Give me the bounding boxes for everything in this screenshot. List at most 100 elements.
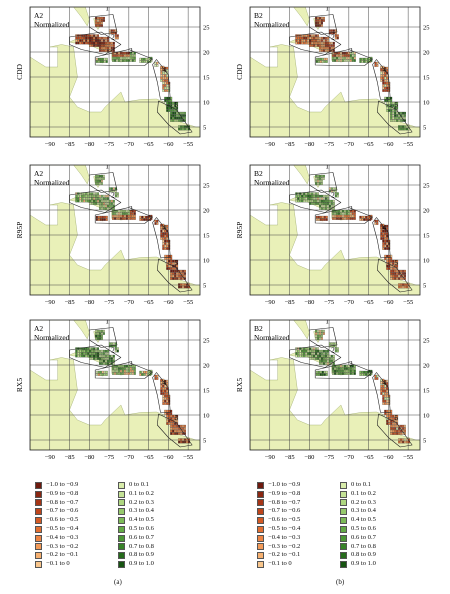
grid-cell [103,370,106,374]
grid-cell [127,56,130,60]
grid-cell [390,422,393,425]
grid-cell [349,59,352,62]
grid-cell [174,274,177,278]
grid-cell [311,44,314,47]
grid-cell [103,60,106,63]
grid-cell [121,217,124,220]
grid-cell [392,427,395,430]
grid-cell [154,219,157,223]
grid-cell [384,79,387,82]
x-tick-label: −55 [403,454,413,461]
grid-cell [97,60,100,63]
grid-cell [164,397,167,400]
grid-cell [404,269,406,273]
legend-entry: −0.9 to −0.8 [35,490,78,499]
grid-cell [295,39,298,42]
grid-cell [404,438,406,441]
region-number: 5 [395,414,399,422]
grid-cell [324,357,327,360]
grid-cell [116,34,119,37]
grid-cell [89,349,92,353]
grid-cell [156,219,159,223]
florida-landmass [30,7,90,27]
grid-cell [295,41,298,45]
grid-cell [131,364,134,368]
grid-cell [162,399,165,403]
grid-cell [174,104,177,107]
grid-cell [112,367,115,370]
grid-cell [336,217,338,220]
grid-cell [120,212,122,215]
grid-cell [406,440,408,444]
grid-cell [326,41,329,45]
grid-cell [317,202,320,205]
grid-cell [323,174,325,178]
grid-cell [388,254,391,258]
legend-entry: 0 to 0.1 [118,481,154,490]
grid-cell [386,399,389,403]
grid-cell [180,269,183,273]
grid-cell [162,81,165,85]
grid-cell [95,174,98,178]
grid-cell [97,352,100,355]
grid-cell [172,269,175,273]
grid-cell [326,39,329,42]
grid-cell [326,349,329,353]
grid-cell [170,414,173,418]
grid-cell [114,367,117,370]
grid-cell [170,409,173,413]
grid-cell [402,438,405,441]
grid-cell [99,373,102,376]
grid-cell [95,218,98,221]
region-number: 2 [331,347,335,355]
grid-cell [99,24,101,27]
grid-cell [345,364,348,368]
grid-cell [101,46,103,50]
grid-cell [81,41,84,45]
grid-cell [95,39,98,42]
grid-cell [382,244,385,248]
x-tick-label: −80 [304,454,314,461]
legend-label: 0.4 to 0.5 [351,516,376,524]
grid-cell [332,344,335,348]
grid-cell [166,66,169,70]
grid-cell [104,36,107,40]
grid-cell [309,44,312,47]
grid-cell [328,204,331,208]
grid-cell [404,125,406,128]
grid-cell [388,109,391,112]
grid-cell [376,374,379,378]
grid-cell [103,218,106,221]
grid-cell [143,60,146,63]
grid-cell [332,31,335,35]
grid-cell [145,218,148,221]
y-tick-label: 25 [423,182,430,189]
grid-cell [394,119,397,122]
grid-cell [81,347,84,350]
grid-cell [170,424,173,428]
region-outline [377,413,413,448]
grid-cell [180,424,183,428]
grid-cell [97,39,100,42]
grid-cell [321,349,323,353]
grid-cell [388,267,391,270]
grid-cell [384,244,387,248]
legend-swatch [35,561,42,569]
grid-cell [392,111,395,115]
grid-cell [361,370,364,374]
grid-cell [307,36,310,40]
grid-cell [162,389,165,393]
grid-cell [388,101,391,105]
grid-cell [340,54,342,57]
grid-cell [87,36,90,40]
grid-cell [388,414,391,418]
grid-cell [99,21,101,25]
grid-cell [374,377,377,380]
grid-cell [315,218,318,221]
grid-cell [396,106,399,110]
grid-cell [311,192,314,195]
y-tick-label: 5 [203,282,206,289]
grid-cell [301,199,304,203]
grid-cell [178,272,181,275]
grid-cell [326,199,329,203]
